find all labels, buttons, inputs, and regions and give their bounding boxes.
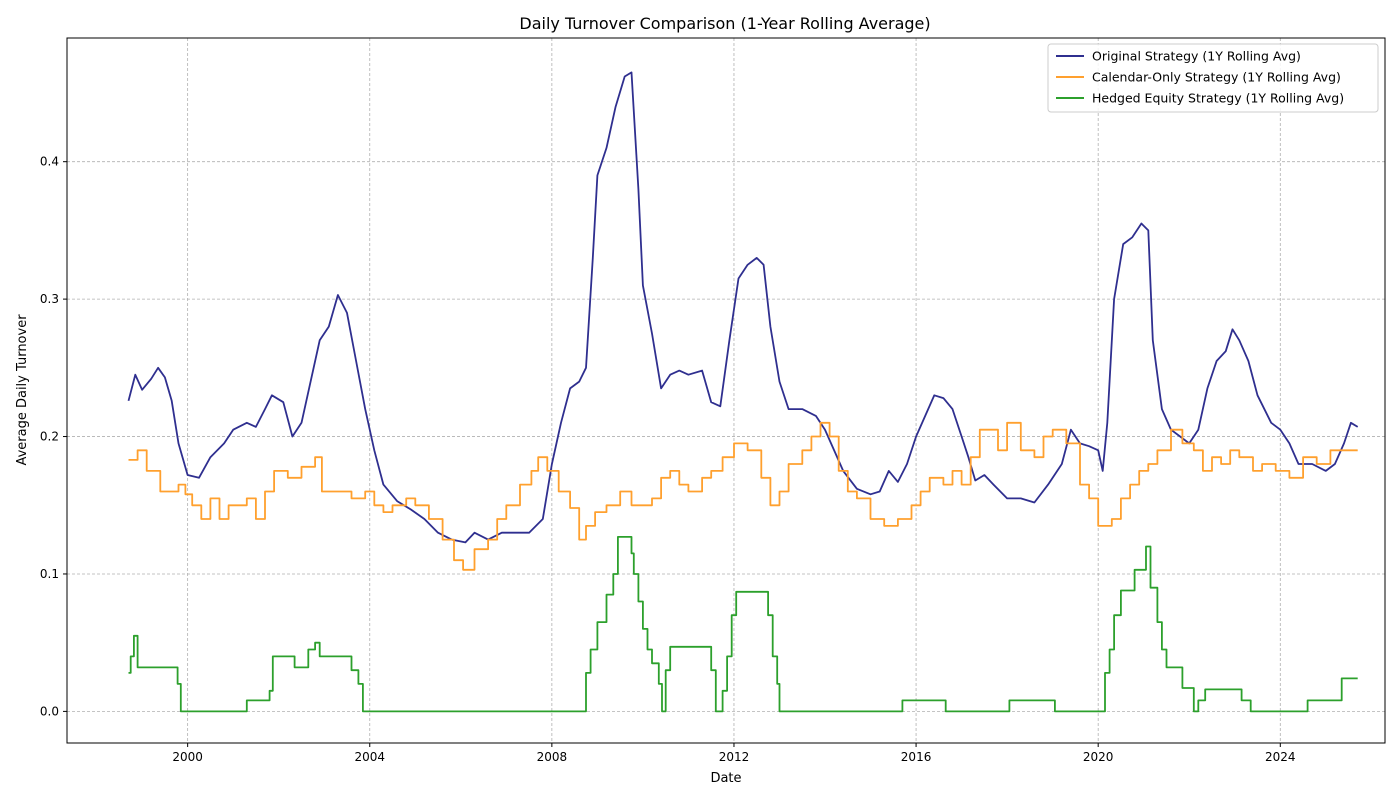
y-tick-label: 0.3 bbox=[40, 292, 59, 306]
plot-area-frame bbox=[66, 37, 1386, 744]
x-tick-label: 2004 bbox=[354, 750, 385, 764]
x-axis-label: Date bbox=[710, 771, 741, 786]
legend-entry-1: Original Strategy (1Y Rolling Avg) bbox=[1092, 49, 1301, 64]
x-tick-label: 2020 bbox=[1083, 750, 1114, 764]
x-axis-ticks: 2000 2004 2008 2012 2016 2020 2024 bbox=[172, 743, 1296, 764]
y-tick-label: 0.4 bbox=[40, 155, 59, 169]
series-line-2 bbox=[128, 421, 1358, 571]
x-tick-label: 2008 bbox=[537, 750, 568, 764]
grid-lines bbox=[67, 38, 1385, 743]
series-lines bbox=[127, 71, 1359, 713]
y-tick-label: 0.0 bbox=[40, 704, 59, 718]
x-tick-label: 2000 bbox=[172, 750, 203, 764]
series-line-1 bbox=[127, 71, 1359, 544]
x-tick-label: 2012 bbox=[719, 750, 750, 764]
y-tick-label: 0.2 bbox=[40, 430, 59, 444]
legend-entry-2: Calendar-Only Strategy (1Y Rolling Avg) bbox=[1092, 70, 1341, 85]
legend-entry-3: Hedged Equity Strategy (1Y Rolling Avg) bbox=[1092, 91, 1344, 106]
y-axis-ticks: 0.0 0.1 0.2 0.3 0.4 bbox=[40, 155, 67, 718]
legend-box bbox=[1047, 43, 1379, 113]
series-line-3 bbox=[128, 536, 1358, 713]
x-tick-label: 2016 bbox=[901, 750, 932, 764]
y-axis-label: Average Daily Turnover bbox=[15, 314, 30, 466]
chart-title: Daily Turnover Comparison (1-Year Rollin… bbox=[519, 14, 930, 33]
y-tick-label: 0.1 bbox=[40, 567, 59, 581]
x-tick-label: 2024 bbox=[1265, 750, 1296, 764]
legend: Original Strategy (1Y Rolling Avg) Calend… bbox=[1047, 43, 1379, 113]
